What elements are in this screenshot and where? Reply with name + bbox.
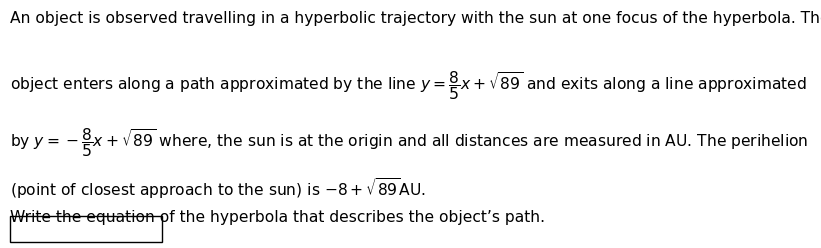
Text: Write the equation of the hyperbola that describes the object’s path.: Write the equation of the hyperbola that… <box>10 210 545 224</box>
Text: object enters along a path approximated by the line $y = \dfrac{8}{5}x + \sqrt{8: object enters along a path approximated … <box>10 69 807 102</box>
Text: by $y = -\dfrac{8}{5}x + \sqrt{89}$ where, the sun is at the origin and all dist: by $y = -\dfrac{8}{5}x + \sqrt{89}$ wher… <box>10 126 809 159</box>
Text: An object is observed travelling in a hyperbolic trajectory with the sun at one : An object is observed travelling in a hy… <box>10 11 821 26</box>
Bar <box>10 216 162 242</box>
Text: (point of closest approach to the sun) is $-8 + \sqrt{89}$AU.: (point of closest approach to the sun) i… <box>10 176 426 201</box>
